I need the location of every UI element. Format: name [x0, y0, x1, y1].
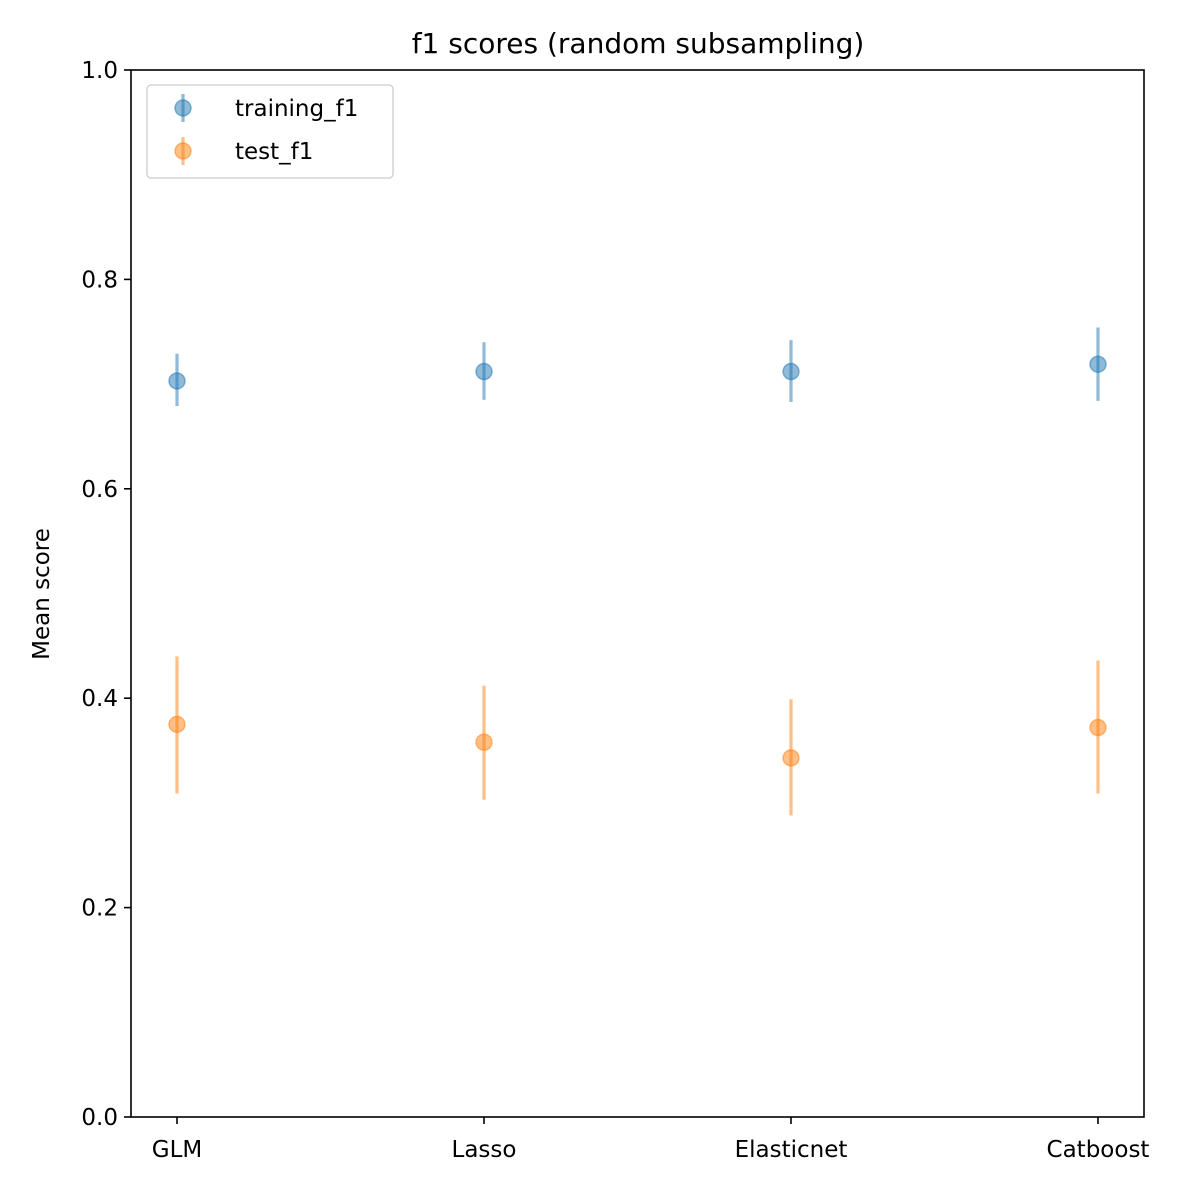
point-test_f1-0	[168, 715, 186, 734]
legend-box	[146, 84, 394, 179]
y-tick-label-4: 0.8	[81, 267, 118, 293]
legend-marker-test_f1	[174, 142, 192, 160]
legend-label-test_f1: test_f1	[235, 139, 313, 165]
y-tick-label-2: 0.4	[81, 686, 118, 712]
point-training_f1-0	[168, 372, 186, 390]
point-test_f1-1	[475, 733, 493, 751]
point-training_f1-1	[475, 362, 493, 381]
x-tick-label-0: GLM	[152, 1137, 202, 1163]
legend: training_f1 test_f1	[146, 84, 394, 179]
y-tick-label-3: 0.6	[81, 477, 118, 503]
point-training_f1-3	[1089, 355, 1107, 373]
x-tick-label-1: Lasso	[452, 1137, 517, 1163]
point-test_f1-2	[782, 749, 800, 767]
x-tick-label-2: Elasticnet	[735, 1137, 848, 1163]
point-training_f1-2	[782, 362, 800, 381]
chart-title: f1 scores (random subsampling)	[412, 27, 865, 60]
y-tick-label-1: 0.2	[81, 896, 118, 922]
y-tick-label-5: 1.0	[81, 58, 118, 84]
plot-marks	[168, 327, 1107, 816]
axes: 0.0 0.2 0.4 0.6 0.8 1.0 GLM Lasso Elasticnet Catb…	[81, 58, 1149, 1163]
legend-label-training_f1: training_f1	[235, 96, 358, 122]
point-test_f1-3	[1089, 718, 1107, 737]
legend-marker-training_f1	[174, 99, 192, 117]
y-axis-label: Mean score	[29, 528, 55, 660]
x-tick-label-3: Catboost	[1047, 1137, 1150, 1163]
plot-frame	[130, 69, 1145, 1118]
y-tick-label-0: 0.0	[81, 1105, 118, 1131]
